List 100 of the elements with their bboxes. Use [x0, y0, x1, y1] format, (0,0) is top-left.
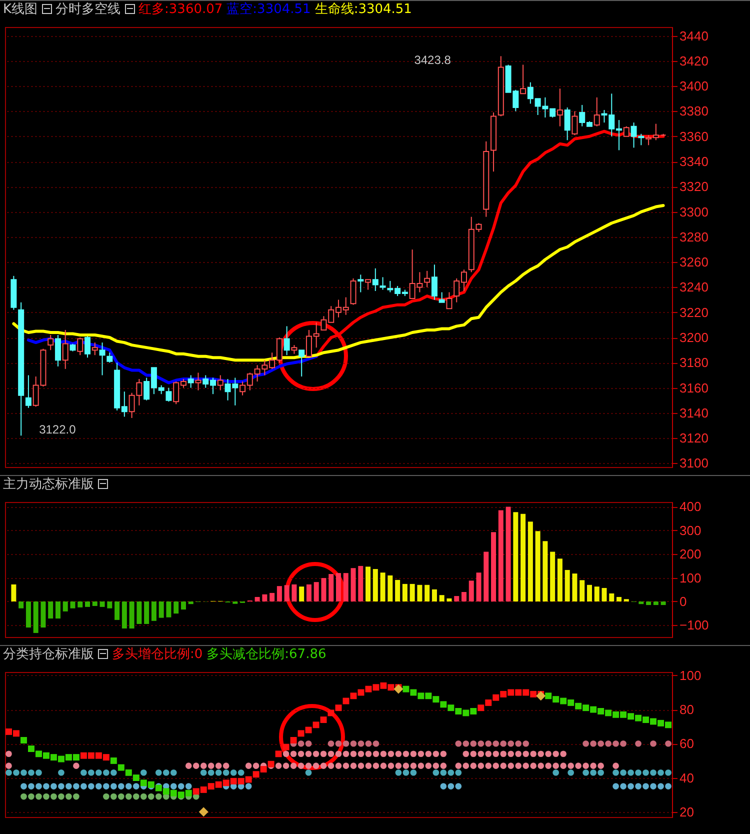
point: [66, 793, 72, 800]
point: [80, 752, 87, 759]
point: [372, 762, 380, 769]
point: [170, 769, 177, 776]
point: [140, 793, 147, 800]
y-tick-label: 3260: [680, 254, 708, 270]
point: [65, 754, 72, 761]
point: [508, 762, 514, 769]
point: [238, 769, 244, 776]
y-tick-label: 3440: [680, 28, 708, 44]
point: [538, 762, 544, 769]
bar: [62, 601, 68, 612]
point: [36, 769, 42, 776]
bar: [506, 506, 511, 602]
point: [342, 740, 350, 747]
point: [545, 762, 552, 769]
candlestick: [84, 336, 91, 358]
point: [6, 762, 12, 769]
point: [575, 762, 582, 769]
point: [36, 783, 42, 790]
point: [440, 762, 447, 769]
candlestick: [92, 342, 98, 356]
point: [260, 766, 267, 772]
point: [432, 762, 440, 769]
bar: [70, 601, 76, 608]
point: [88, 769, 94, 776]
candlestick: [62, 329, 68, 370]
y-tick-label: 3380: [680, 104, 708, 119]
point: [365, 740, 372, 747]
point: [492, 694, 500, 701]
point: [185, 790, 192, 796]
point: [20, 793, 27, 800]
point: [365, 750, 372, 758]
point: [328, 740, 334, 747]
point: [380, 750, 387, 758]
point: [365, 686, 372, 692]
text: 红多:3360.07: [138, 2, 223, 17]
point: [485, 750, 492, 758]
bar: [660, 601, 666, 606]
point: [312, 750, 320, 758]
candlestick: [372, 268, 378, 292]
bar: [232, 601, 238, 604]
point: [80, 769, 87, 776]
bar: [129, 601, 134, 628]
y-tick-label: 3320: [680, 179, 708, 194]
point: [155, 769, 162, 776]
point: [425, 692, 432, 700]
point: [335, 740, 342, 747]
point: [328, 750, 334, 758]
point: [388, 762, 394, 769]
point: [155, 793, 162, 800]
bar: [602, 588, 607, 602]
point: [200, 762, 207, 769]
point: [125, 793, 132, 800]
point: [103, 783, 110, 790]
point: [455, 740, 462, 747]
y-tick-label: 300: [680, 522, 702, 538]
point: [298, 740, 304, 747]
point: [335, 762, 342, 769]
point: [620, 769, 626, 776]
point: [185, 783, 192, 790]
point: [552, 696, 560, 703]
point: [395, 762, 402, 769]
point: [410, 689, 417, 696]
point: [192, 788, 200, 795]
point: [628, 783, 634, 790]
point: [448, 769, 454, 776]
point: [665, 722, 672, 728]
point: [43, 793, 50, 800]
point: [208, 783, 214, 790]
point: [50, 783, 57, 790]
point: [530, 750, 537, 758]
bar: [33, 601, 38, 633]
point: [215, 781, 222, 788]
point: [418, 750, 424, 758]
point: [342, 750, 350, 758]
point: [200, 769, 207, 776]
point: [515, 740, 522, 747]
point: [598, 740, 604, 747]
bar: [594, 586, 600, 602]
point: [590, 706, 597, 713]
point: [395, 750, 402, 758]
point: [620, 783, 626, 790]
point: [6, 728, 12, 735]
point: [635, 740, 642, 747]
bar: [417, 584, 422, 602]
point: [132, 774, 140, 782]
annotation: 3122.0: [39, 422, 76, 437]
point: [470, 708, 477, 714]
bar: [609, 593, 614, 602]
bar: [55, 601, 60, 619]
point: [642, 783, 649, 790]
point: [28, 783, 34, 790]
point: [96, 783, 102, 790]
point: [515, 689, 522, 696]
text: 生命线:3304.51: [314, 2, 412, 17]
bar: [122, 601, 127, 628]
point: [66, 783, 72, 790]
point: [290, 736, 297, 744]
point: [358, 689, 364, 696]
